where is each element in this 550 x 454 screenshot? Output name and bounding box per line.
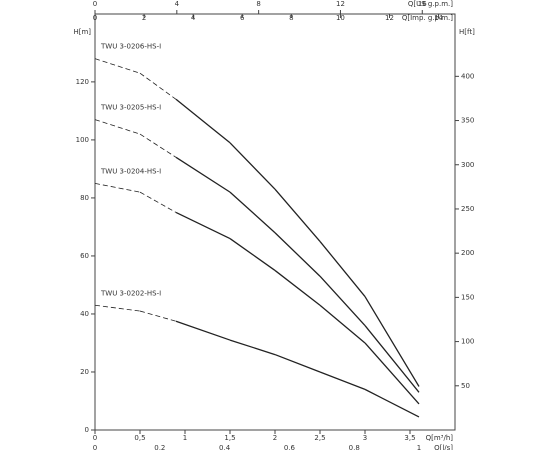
curve-segment	[319, 304, 366, 344]
x-tick-label: 6	[240, 14, 245, 22]
axis-title: H[m]	[73, 28, 91, 36]
x-tick-label: 0,6	[284, 444, 296, 450]
y-tick-label: 80	[80, 194, 89, 202]
curve-segment	[139, 310, 177, 322]
curve-segment	[364, 388, 420, 418]
x-tick-label: 1,5	[224, 434, 235, 442]
x-tick-label: 16	[418, 0, 427, 8]
axis-title: Q[US g.p.m.]	[408, 0, 453, 8]
axis-title: Q[m³/h]	[426, 434, 454, 442]
curve-segment	[364, 296, 420, 387]
x-tick-label: 0,2	[154, 444, 165, 450]
y-tick-label: 200	[461, 249, 474, 257]
x-tick-label: 0	[93, 444, 97, 450]
y-tick-label: 350	[461, 117, 474, 125]
x-tick-label: 10	[336, 14, 345, 22]
curve-segment	[274, 353, 321, 373]
x-tick-label: 4	[175, 0, 180, 8]
x-tick-label: 0	[93, 0, 97, 8]
series-label: TWU 3-0204-HS-I	[100, 167, 161, 175]
curve-segment	[319, 371, 366, 390]
x-tick-label: 12	[385, 14, 394, 22]
curve-segment	[175, 211, 231, 240]
series-label: TWU 3-0206-HS-I	[100, 43, 161, 51]
curve-segment	[94, 119, 141, 135]
x-tick-label: 3	[363, 434, 367, 442]
x-tick-label: 0	[93, 434, 97, 442]
curve-segment	[364, 325, 420, 393]
x-tick-label: 0,4	[219, 444, 231, 450]
y-tick-label: 120	[76, 78, 89, 86]
series-label: TWU 3-0202-HS-I	[100, 289, 161, 297]
curve-segment	[364, 342, 420, 405]
y-tick-label: 0	[85, 426, 89, 434]
x-tick-label: 1	[183, 434, 187, 442]
curve-segment	[94, 58, 141, 74]
axis-title: Q[l/s]	[434, 444, 453, 450]
curve-segment	[229, 339, 276, 356]
x-tick-label: 1	[417, 444, 421, 450]
curve-segment	[175, 320, 231, 341]
series-label: TWU 3-0205-HS-I	[100, 104, 161, 112]
curve-segment	[274, 232, 321, 277]
x-tick-label: 8	[289, 14, 293, 22]
x-tick-label: 0,5	[134, 434, 145, 442]
axis-title: H[ft]	[459, 28, 475, 36]
x-tick-label: 4	[191, 14, 196, 22]
curve-segment	[274, 269, 321, 306]
curve-segment	[175, 156, 231, 193]
y-tick-label: 100	[76, 136, 89, 144]
y-tick-label: 150	[461, 293, 474, 301]
x-tick-label: 12	[336, 0, 345, 8]
curve-segment	[229, 142, 276, 190]
curve-segment	[319, 241, 366, 297]
y-tick-label: 40	[80, 310, 89, 318]
x-tick-label: 14	[434, 14, 443, 22]
curve-segment	[139, 191, 177, 213]
curve-segment	[229, 238, 276, 271]
x-tick-label: 0,8	[349, 444, 360, 450]
curve-segment	[94, 304, 141, 312]
curve-segment	[94, 183, 141, 193]
y-tick-label: 300	[461, 161, 474, 169]
x-tick-label: 2,5	[314, 434, 325, 442]
x-tick-label: 2	[142, 14, 146, 22]
x-tick-label: 3,5	[404, 434, 415, 442]
x-tick-label: 2	[273, 434, 277, 442]
axis-title: Q[Imp. g.p.m.]	[402, 14, 453, 22]
x-tick-label: 0	[93, 14, 97, 22]
curve-segment	[175, 98, 231, 144]
y-tick-label: 20	[80, 368, 89, 376]
y-tick-label: 50	[461, 382, 470, 390]
curve-segment	[319, 275, 366, 327]
y-tick-label: 400	[461, 72, 474, 80]
y-tick-label: 250	[461, 205, 474, 213]
x-tick-label: 8	[256, 0, 260, 8]
curve-segment	[139, 133, 177, 158]
y-tick-label: 100	[461, 338, 474, 346]
plot-frame	[94, 13, 456, 431]
curve-segment	[229, 191, 276, 234]
curve-segment	[274, 188, 321, 242]
curve-segment	[139, 72, 177, 100]
y-tick-label: 60	[80, 252, 89, 260]
